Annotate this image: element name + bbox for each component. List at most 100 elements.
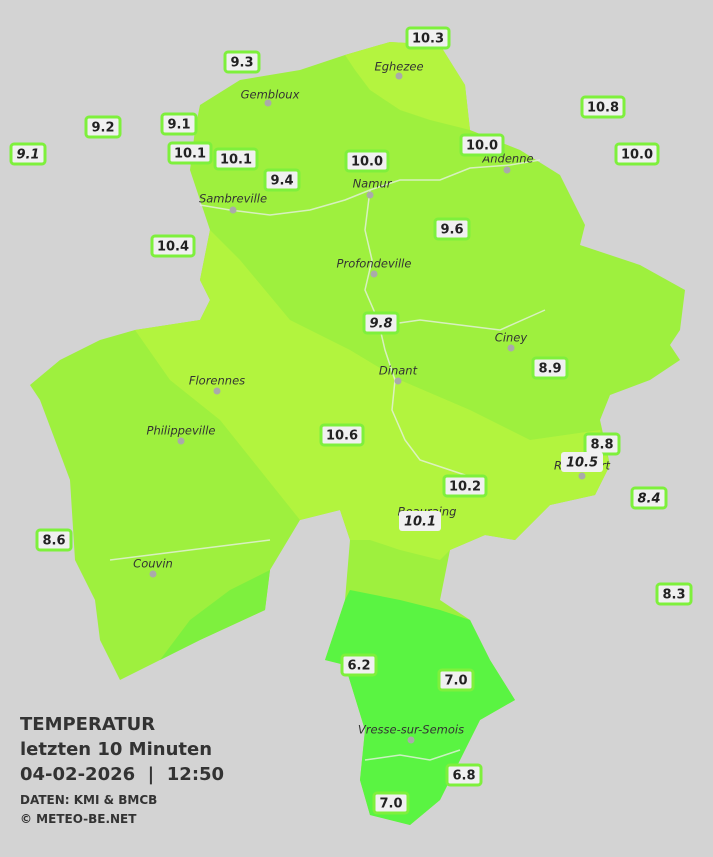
river-meuse bbox=[364, 189, 481, 481]
legend-datetime: 04-02-2026 | 12:50 bbox=[20, 764, 224, 785]
station: 10.1 bbox=[399, 511, 441, 531]
town-label: Couvin bbox=[133, 557, 173, 571]
stations: 10.3 9.3 10.8 9.2 9.1 9.1 10.1 10.1 10.0 10.0 10.0… bbox=[9, 26, 693, 815]
legend-source: DATEN: KMI & BMCB bbox=[20, 793, 157, 807]
station-box bbox=[167, 141, 213, 165]
station-value: 10.6 bbox=[326, 429, 358, 444]
river-semois bbox=[364, 749, 461, 761]
station: 9.4 bbox=[263, 168, 301, 192]
station: 10.0 bbox=[344, 149, 390, 173]
station-box bbox=[531, 356, 569, 380]
station-box bbox=[213, 147, 259, 171]
town-dot bbox=[578, 472, 586, 480]
station-value: 7.0 bbox=[444, 674, 467, 689]
station-box bbox=[362, 311, 400, 335]
station-box bbox=[319, 423, 365, 447]
station-box bbox=[340, 653, 378, 677]
station-value: 10.1 bbox=[174, 147, 206, 162]
station-value: 9.2 bbox=[91, 121, 114, 136]
station-value: 8.4 bbox=[637, 492, 660, 507]
station: 8.8 bbox=[583, 432, 621, 456]
station-value: 10.0 bbox=[466, 139, 498, 154]
station-box bbox=[433, 217, 471, 241]
town-dot bbox=[394, 377, 402, 385]
station: 8.4 bbox=[630, 486, 668, 510]
station-value: 8.3 bbox=[662, 588, 685, 603]
station-box bbox=[459, 133, 505, 157]
station: 9.2 bbox=[84, 115, 122, 139]
station-box bbox=[437, 668, 475, 692]
station: 9.1 bbox=[9, 142, 47, 166]
station-box bbox=[150, 234, 196, 258]
station: 9.1 bbox=[160, 112, 198, 136]
station-box bbox=[372, 791, 410, 815]
river-lesse bbox=[384, 309, 546, 331]
zone-central-warm bbox=[135, 230, 610, 560]
station-value: 9.6 bbox=[440, 223, 463, 238]
station-value: 10.0 bbox=[621, 148, 653, 163]
station-value: 10.2 bbox=[449, 480, 481, 495]
legend-copyright: © METEO-BE.NET bbox=[20, 812, 137, 826]
station-value: 10.3 bbox=[412, 32, 444, 47]
station: 7.0 bbox=[437, 668, 475, 692]
town-dot bbox=[366, 191, 374, 199]
station-value: 10.8 bbox=[587, 101, 619, 116]
station-value: 9.1 bbox=[167, 118, 190, 133]
station: 8.6 bbox=[35, 528, 73, 552]
station: 6.8 bbox=[445, 763, 483, 787]
station-box bbox=[35, 528, 73, 552]
town-dot bbox=[213, 387, 221, 395]
town-label: Philippeville bbox=[147, 424, 216, 438]
town-dot bbox=[507, 344, 515, 352]
zone-south-cool bbox=[325, 590, 515, 825]
station: 10.0 bbox=[459, 133, 505, 157]
station: 9.3 bbox=[223, 50, 261, 74]
station-box bbox=[344, 149, 390, 173]
station-value: 6.8 bbox=[452, 769, 475, 784]
town-dot bbox=[229, 206, 237, 214]
station-box bbox=[614, 142, 660, 166]
station: 10.2 bbox=[442, 474, 488, 498]
station-box bbox=[405, 26, 451, 50]
zone-north-warm bbox=[345, 42, 470, 130]
station-value: 9.3 bbox=[230, 56, 253, 71]
town-dot bbox=[264, 99, 272, 107]
station-value: 10.1 bbox=[404, 515, 436, 530]
station: 10.6 bbox=[319, 423, 365, 447]
station-box bbox=[561, 452, 603, 472]
station: 10.8 bbox=[580, 95, 626, 119]
station-value: 10.4 bbox=[157, 240, 189, 255]
town-label: Namur bbox=[353, 177, 393, 191]
station: 10.4 bbox=[150, 234, 196, 258]
town-label: Eghezee bbox=[374, 60, 423, 74]
station: 8.9 bbox=[531, 356, 569, 380]
station-box bbox=[655, 582, 693, 606]
town-label: Sambreville bbox=[199, 192, 267, 206]
station-value: 7.0 bbox=[379, 797, 402, 812]
station-box bbox=[399, 511, 441, 531]
town-label: Vresse-sur-Semois bbox=[358, 723, 464, 737]
station-value: 8.6 bbox=[42, 534, 65, 549]
station: 10.1 bbox=[213, 147, 259, 171]
station-box bbox=[223, 50, 261, 74]
station-box bbox=[263, 168, 301, 192]
town-label: Florennes bbox=[189, 374, 245, 388]
station: 6.2 bbox=[340, 653, 378, 677]
station: 10.3 bbox=[405, 26, 451, 50]
station-box bbox=[442, 474, 488, 498]
station: 10.0 bbox=[614, 142, 660, 166]
station-value: 10.1 bbox=[220, 153, 252, 168]
town-label: Gembloux bbox=[241, 88, 300, 102]
zone-southwest-cool bbox=[160, 570, 270, 660]
station: 9.8 bbox=[362, 311, 400, 335]
station-value: 10.5 bbox=[566, 456, 598, 471]
station-value: 8.8 bbox=[590, 438, 613, 453]
station-box bbox=[445, 763, 483, 787]
station: 9.6 bbox=[433, 217, 471, 241]
river-couvin bbox=[109, 539, 271, 561]
town-dot bbox=[370, 270, 378, 278]
station: 7.0 bbox=[372, 791, 410, 815]
station: 10.1 bbox=[167, 141, 213, 165]
